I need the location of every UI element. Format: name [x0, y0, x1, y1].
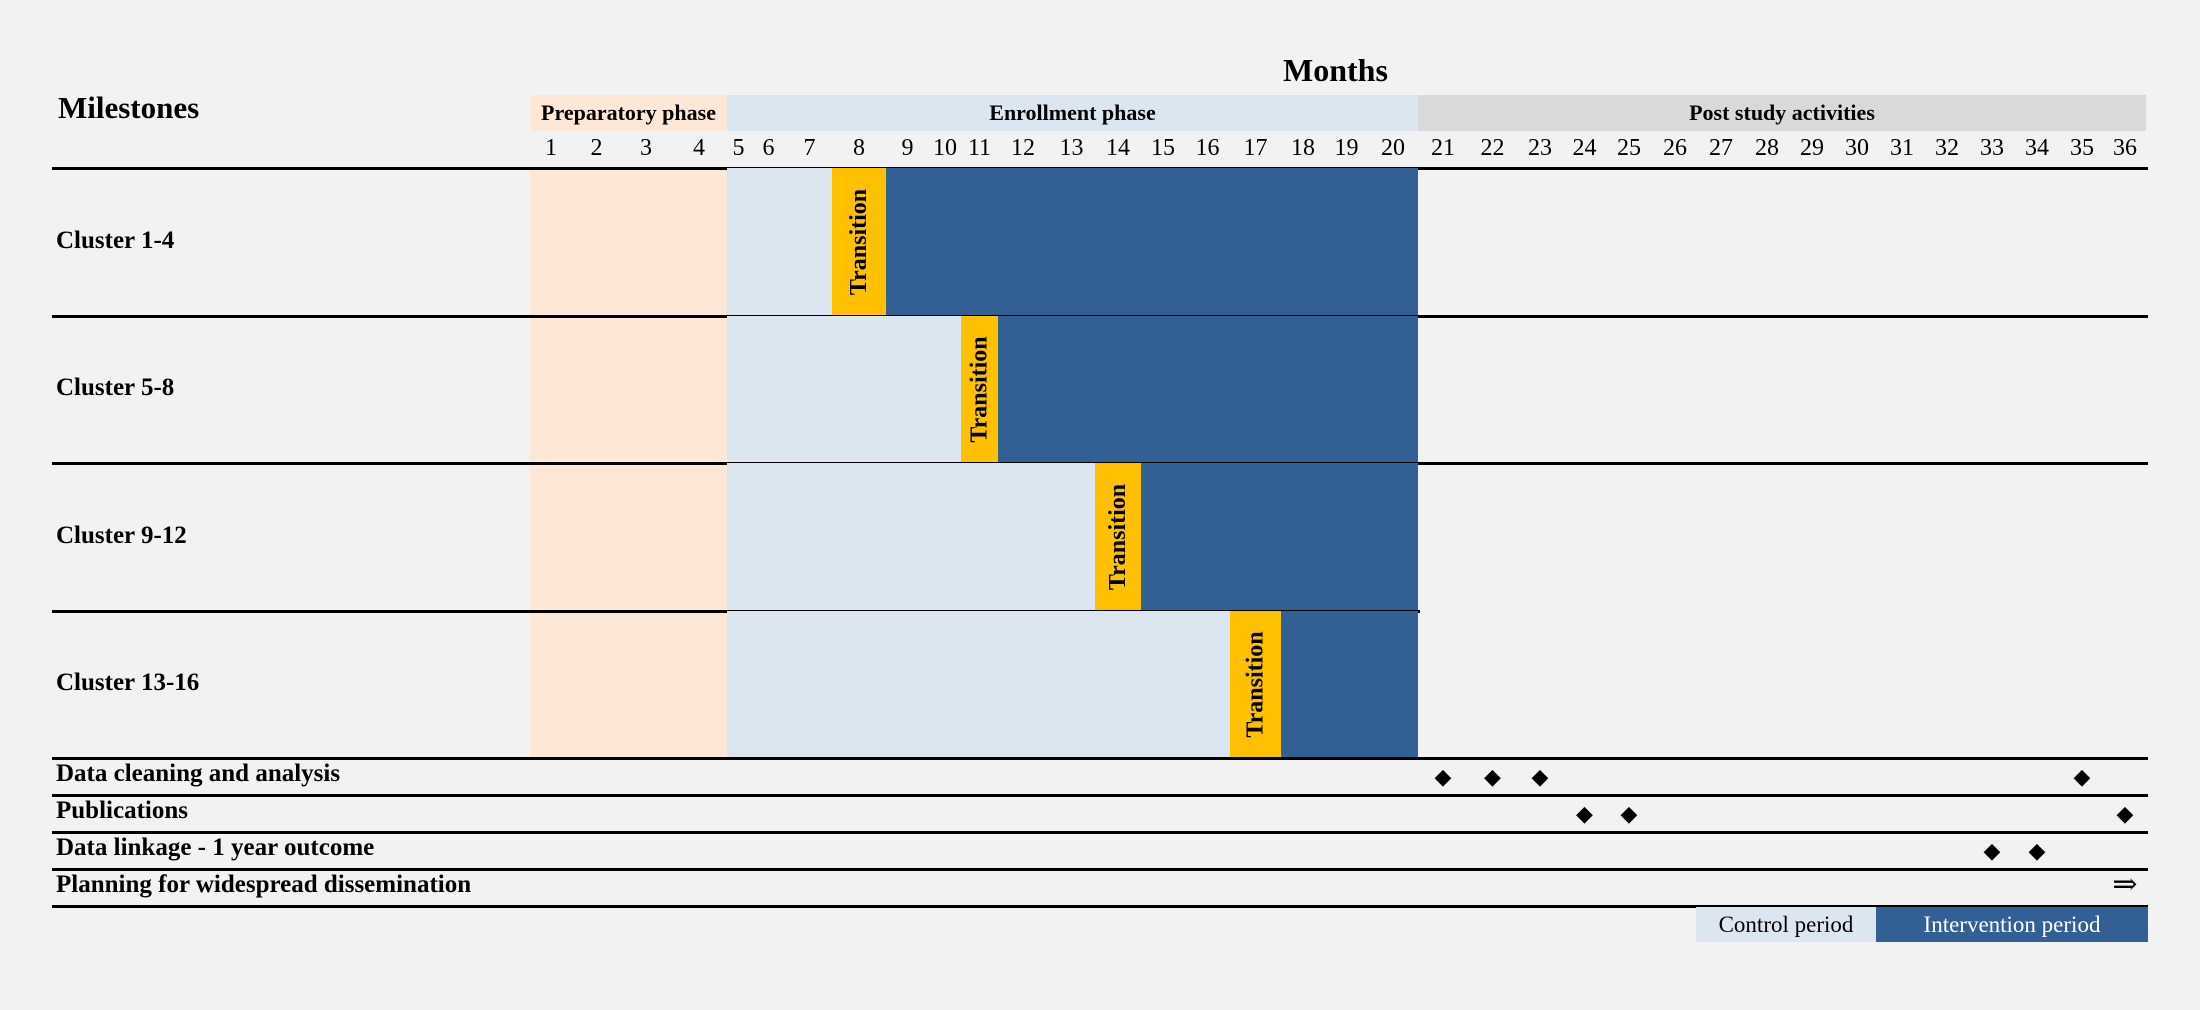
month-label: 32	[1935, 135, 1959, 161]
transition-label: Transition	[845, 188, 872, 295]
activity-label: Data linkage - 1 year outcome	[56, 834, 375, 861]
legend-item: Intervention period	[1876, 907, 2148, 942]
month-label: 35	[2070, 135, 2094, 161]
month-label: 18	[1291, 135, 1315, 161]
diamond-marker: ◆	[2073, 764, 2091, 789]
month-label: 30	[1845, 135, 1869, 161]
phase-header-3: Post study activities	[1418, 95, 2146, 131]
arrow-marker: ⇒	[2112, 868, 2138, 901]
month-label: 20	[1381, 135, 1405, 161]
intervention-period-bar	[1281, 610, 1418, 758]
activity-label: Data cleaning and analysis	[56, 760, 341, 787]
month-label: 28	[1755, 135, 1779, 161]
transition-block	[1230, 610, 1281, 758]
control-period-bar	[727, 168, 832, 316]
transition-label: Transition	[966, 336, 992, 443]
activity-divider	[52, 831, 2148, 834]
control-period-bar	[727, 610, 1230, 758]
cluster-label: Cluster 1-4	[56, 226, 175, 254]
month-label: 12	[1011, 135, 1035, 161]
month-label: 8	[853, 135, 865, 161]
control-period-bar	[727, 463, 1095, 611]
month-label: 31	[1890, 135, 1914, 161]
month-label: 26	[1663, 135, 1687, 161]
cluster-label: Cluster 9-12	[56, 521, 187, 549]
month-label: 10	[933, 135, 957, 161]
diamond-marker: ◆	[1620, 801, 1638, 826]
month-label: 22	[1480, 135, 1505, 161]
month-label: 9	[901, 135, 914, 161]
month-label: 36	[2113, 135, 2137, 161]
cluster-label: Cluster 13-16	[56, 669, 200, 697]
month-label: 17	[1243, 135, 1268, 161]
month-label: 4	[693, 135, 705, 161]
phase-header-2: Enrollment phase	[727, 95, 1418, 131]
month-label: 5	[732, 135, 745, 161]
diamond-marker: ◆	[1434, 764, 1452, 789]
month-label: 11	[967, 135, 992, 161]
transition-label: Transition	[1242, 631, 1268, 738]
diamond-marker: ◆	[1576, 801, 1593, 826]
month-label: 7	[803, 135, 816, 161]
month-label: 24	[1572, 135, 1597, 161]
transition-block	[832, 168, 886, 316]
diamond-marker: ◆	[2116, 801, 2134, 826]
legend-item: Control period	[1696, 907, 1876, 942]
month-label: 6	[762, 135, 775, 161]
intervention-period-bar	[886, 168, 1418, 316]
month-label: 29	[1800, 135, 1824, 161]
activity-label: Publications	[56, 797, 188, 824]
month-label: 25	[1617, 135, 1641, 161]
month-label: 34	[2025, 135, 2049, 161]
phase-header-1: Preparatory phase	[530, 95, 727, 131]
row-divider	[52, 757, 2148, 760]
month-label: 19	[1334, 135, 1359, 161]
diamond-marker: ◆	[1531, 764, 1549, 789]
chart-title: Months	[1283, 52, 1388, 88]
diamond-marker: ◆	[2028, 838, 2046, 863]
transition-block	[1095, 463, 1141, 611]
month-label: 2	[590, 135, 603, 161]
milestones-heading: Milestones	[58, 90, 200, 125]
month-label: 3	[640, 135, 652, 161]
month-label: 27	[1709, 135, 1733, 161]
transition-label: Transition	[1104, 483, 1131, 590]
transition-block	[961, 315, 998, 463]
activity-divider	[52, 905, 2148, 908]
activity-divider	[52, 868, 2148, 871]
activity-divider	[52, 794, 2148, 797]
intervention-period-bar	[998, 315, 1418, 463]
month-label: 21	[1431, 135, 1455, 161]
diamond-marker: ◆	[1983, 838, 2001, 863]
month-label: 16	[1195, 135, 1220, 161]
diamond-marker: ◆	[1484, 764, 1501, 789]
month-label: 14	[1106, 135, 1130, 161]
month-label: 15	[1151, 135, 1175, 161]
month-label: 23	[1528, 135, 1552, 161]
intervention-period-bar	[1141, 463, 1418, 611]
month-label: 1	[545, 135, 557, 161]
activity-label: Planning for widespread dissemination	[56, 871, 472, 898]
month-label: 13	[1059, 135, 1084, 161]
control-period-bar	[727, 315, 961, 463]
cluster-label: Cluster 5-8	[56, 374, 175, 402]
month-label: 33	[1980, 135, 2004, 161]
